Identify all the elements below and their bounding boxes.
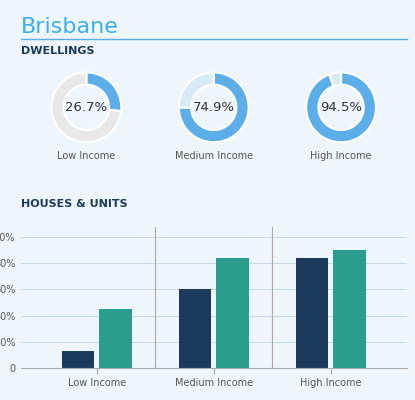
- Text: Low Income: Low Income: [57, 151, 115, 161]
- Bar: [99, 309, 132, 368]
- Text: Brisbane: Brisbane: [21, 17, 119, 37]
- Text: Medium Income: Medium Income: [175, 151, 253, 161]
- Bar: [333, 250, 366, 368]
- Text: High Income: High Income: [310, 151, 372, 161]
- Bar: [295, 258, 328, 368]
- Bar: [216, 258, 249, 368]
- Bar: [178, 290, 211, 368]
- Text: HOUSES & UNITS: HOUSES & UNITS: [21, 199, 127, 209]
- Bar: [62, 351, 95, 368]
- Text: DWELLINGS: DWELLINGS: [21, 46, 94, 56]
